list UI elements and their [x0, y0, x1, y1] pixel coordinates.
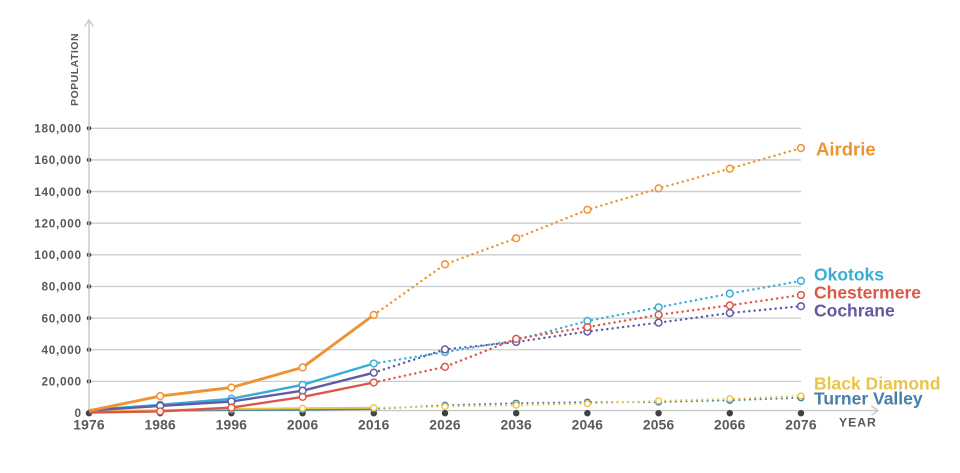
series-airdrie-marker-2026: [440, 260, 450, 269]
series-airdrie-marker-2066: [725, 164, 734, 173]
series-okotoks-marker-2066: [725, 289, 734, 298]
series-chestermere-marker-2076: [796, 290, 806, 300]
series-black-diamond-marker-2026: [441, 402, 449, 411]
x-tick-dot-2076: [797, 410, 805, 417]
x-axis-title: YEAR: [839, 416, 877, 430]
x-tick-label-1986: 1986: [144, 418, 176, 433]
y-tick-label-80000: 80,000: [42, 280, 82, 294]
series-black-diamond-marker-2036: [512, 401, 520, 409]
y-axis-title: POPULATION: [69, 33, 81, 106]
y-tick-label-100000: 100,000: [34, 248, 82, 262]
series-chestermere-marker-2036: [512, 334, 521, 343]
series-airdrie-marker-2056: [654, 184, 663, 193]
x-tick-dot-2066: [726, 410, 733, 417]
series-chestermere-marker-2046: [583, 322, 592, 332]
series-okotoks-label: Okotoks: [814, 265, 884, 285]
x-tick-dot-2026: [441, 410, 449, 417]
y-tick-label-160000: 160,000: [34, 153, 82, 167]
series-chestermere-marker-2056: [654, 310, 663, 319]
series-black-diamond-marker-2006: [299, 404, 307, 412]
series-cochrane-marker-2076: [796, 302, 806, 311]
x-tick-label-2046: 2046: [572, 418, 604, 433]
series-chestermere: Chestermere: [88, 283, 921, 416]
series-cochrane-label: Cochrane: [814, 301, 895, 321]
series-airdrie-marker-2046: [583, 205, 592, 214]
y-tick-label-20000: 20,000: [42, 375, 82, 389]
series-airdrie-line-projected: [372, 146, 803, 317]
series-airdrie-marker-1996: [227, 383, 236, 392]
x-tick-label-2026: 2026: [429, 418, 461, 433]
y-tick-label-120000: 120,000: [34, 216, 82, 230]
x-axis-arrow-icon: [871, 405, 880, 416]
x-tick-label-2006: 2006: [287, 418, 319, 433]
x-tick-label-1996: 1996: [216, 418, 248, 433]
series-black-diamond-marker-2046: [583, 400, 592, 408]
series-okotoks-marker-2016: [369, 359, 378, 368]
series-chestermere-marker-2006: [298, 392, 307, 402]
series-chestermere-marker-2026: [440, 362, 450, 371]
series-chestermere-line-projected: [372, 293, 803, 384]
series-airdrie-marker-2006: [298, 363, 307, 372]
y-tick-label-180000: 180,000: [34, 122, 82, 136]
series-chestermere-label: Chestermere: [814, 283, 921, 303]
series-turner-valley-label: Turner Valley: [814, 389, 923, 409]
series-cochrane-marker-2056: [654, 318, 663, 327]
x-tick-label-2016: 2016: [358, 418, 390, 433]
series-chestermere-marker-2016: [369, 378, 378, 387]
series-airdrie-marker-1986: [156, 391, 165, 401]
x-tick-label-2066: 2066: [714, 418, 746, 433]
series-cochrane: Cochrane: [88, 301, 895, 412]
series-okotoks-marker-2056: [654, 303, 663, 312]
series-airdrie: Airdrie: [88, 139, 876, 413]
x-tick-dot-2046: [584, 410, 591, 417]
series-cochrane-marker-2066: [725, 308, 734, 318]
x-tick-label-1976: 1976: [73, 418, 105, 433]
y-tick-label-60000: 60,000: [42, 311, 82, 325]
x-tick-label-2036: 2036: [500, 418, 532, 433]
series-airdrie-label: Airdrie: [816, 139, 876, 160]
y-tick-label-40000: 40,000: [42, 343, 82, 357]
series-black-diamond-marker-2066: [726, 395, 734, 403]
series-airdrie-marker-2076: [796, 143, 806, 153]
series-cochrane-marker-2016: [369, 368, 378, 377]
y-axis-arrow-icon: [83, 18, 95, 27]
series-airdrie-marker-2016: [369, 310, 378, 320]
series-okotoks-marker-2076: [796, 276, 806, 286]
series-cochrane-line-projected: [372, 305, 803, 374]
series-black-diamond-marker-2016: [370, 404, 378, 412]
series-black-diamond-label: Black Diamond: [814, 374, 940, 394]
x-tick-dot-2056: [655, 410, 662, 417]
series-chestermere-marker-1986: [156, 407, 165, 416]
y-tick-label-0: 0: [75, 406, 82, 420]
x-tick-label-2056: 2056: [643, 418, 675, 433]
series-black-diamond-marker-2056: [654, 397, 663, 405]
series-airdrie-marker-2036: [512, 234, 521, 243]
x-tick-dot-2036: [513, 410, 520, 417]
series-chestermere-marker-2066: [725, 301, 734, 310]
y-tick-label-140000: 140,000: [34, 185, 82, 199]
series-black-diamond-marker-2076: [797, 392, 805, 400]
series-cochrane-marker-2026: [440, 345, 450, 354]
series-chestermere-marker-1996: [227, 403, 236, 412]
x-tick-label-2076: 2076: [785, 418, 817, 433]
